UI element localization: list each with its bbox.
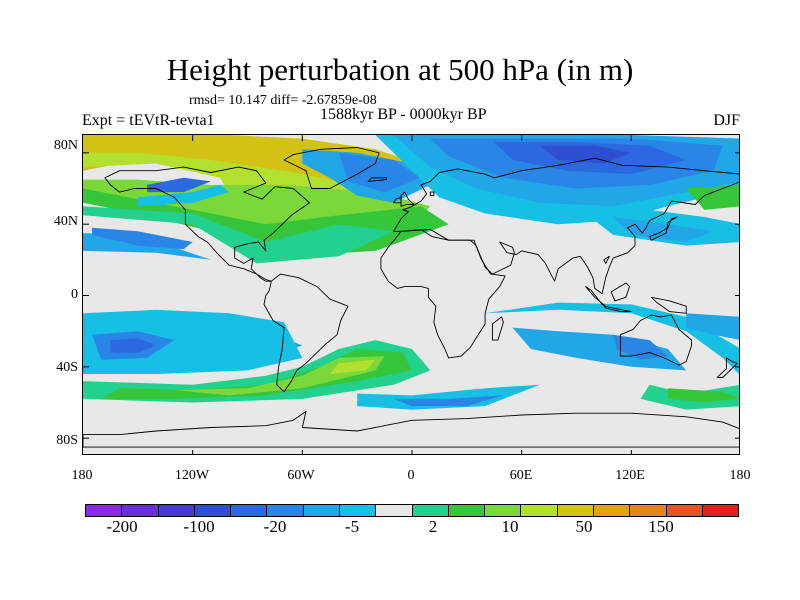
colorbar-swatch [702,505,739,516]
coastline [650,296,687,314]
colorbar-swatch [267,505,304,516]
colorbar-swatch [630,505,667,516]
contour-fill-region [110,338,157,353]
contour-fill-region [613,334,668,360]
lon-label-180e: 180 [729,468,751,483]
colorbar-swatch [194,505,232,516]
colorbar-swatch [86,505,123,516]
colorbar [85,504,739,517]
colorbar-swatch [412,505,449,516]
coastline [367,177,387,182]
lat-label-0: 0 [71,287,78,302]
contour-fill-region [667,388,739,403]
contour-fill-region [512,327,687,371]
coastline [283,147,380,189]
coastline [104,166,311,282]
lon-label-120e: 120E [615,468,645,483]
lon-label-180w: 180 [71,468,93,483]
colorbar-label: 50 [575,517,593,536]
contour-fill-region [147,177,211,193]
lat-label-40s: 40S [56,360,78,375]
colorbar-swatch [231,505,268,516]
contour-fill-region [329,359,376,374]
coastline [429,191,435,197]
colorbar-swatch [593,505,631,516]
lon-label-120w: 120W [174,468,210,483]
contour-fill-region [686,185,739,210]
coastline [585,286,607,307]
lat-label-80s: 80S [56,433,78,448]
coastline [603,255,610,264]
coastline [380,229,506,359]
contour-fill-region [174,356,385,396]
coastline [619,314,693,366]
experiment-label: Expt = tEVtR-tevta1 [82,112,215,129]
map-panel [82,134,740,455]
coastline [716,357,738,378]
colorbar-label: -20 [263,517,287,536]
coastline [610,282,630,302]
colorbar-swatch [448,505,486,516]
coastline [491,316,504,341]
colorbar-swatch [485,505,522,516]
colorbar-label: 150 [648,517,674,536]
coastline [263,273,349,393]
lon-label-60w: 60W [287,468,315,483]
colorbar-label: 2 [428,517,438,536]
coastline [649,216,678,241]
colorbar-swatch [303,505,340,516]
colorbar-label: -5 [344,517,360,536]
colorbar-swatch [521,505,558,516]
contour-fill-region [686,313,739,340]
contour-fill-region [338,152,422,193]
colorbar-swatch [339,505,377,516]
colorbar-swatch [666,505,703,516]
colorbar-swatch [376,505,413,516]
colorbar-swatch [158,505,195,516]
plot-title: Height perturbation at 500 hPa (in m) [166,52,634,87]
lat-label-40n: 40N [53,214,78,229]
contour-fill-region [83,206,394,264]
contour-fill-region [92,227,193,250]
lon-label-60e: 60E [509,468,533,483]
coastline [400,191,415,207]
colorbar-label: -100 [183,517,215,536]
coastline [83,410,739,448]
contour-fill-region [137,184,230,207]
colorbar-label: -200 [106,517,138,536]
contour-fill-region [539,145,632,164]
lon-label-0: 0 [407,468,415,483]
lat-label-80n: 80N [53,138,78,153]
contour-fill-region [357,384,540,410]
rmsd-diff-stats: rmsd= 10.147 diff= -2.67859e-08 [189,93,377,108]
coastline [393,196,402,204]
colorbar-label: 10 [501,517,519,536]
season-label: DJF [713,112,740,129]
map-svg [83,135,739,454]
colorbar-swatch [122,505,159,516]
coastline [603,305,632,313]
contour-fill-region [485,302,739,374]
time-range-subtitle: 1588kyr BP - 0000kyr BP [320,106,487,123]
coastline [393,157,739,295]
contour-fill-region [613,217,714,242]
contour-fill-region [393,395,504,407]
colorbar-swatch [557,505,594,516]
